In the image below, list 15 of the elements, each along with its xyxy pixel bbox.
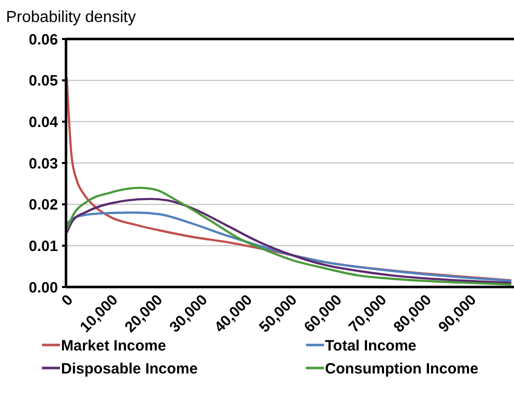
y-axis-title: Probability density bbox=[6, 9, 136, 26]
y-tick-label: 0.05 bbox=[28, 72, 58, 90]
y-tick-label: 0.03 bbox=[28, 155, 58, 172]
y-tick-label: 0.01 bbox=[28, 238, 58, 255]
line-series bbox=[66, 76, 512, 282]
legend-label: Market Income bbox=[61, 337, 166, 354]
y-tick-label: 0.02 bbox=[28, 196, 58, 214]
legend-label: Total Income bbox=[325, 337, 416, 354]
y-tick-label: 0.04 bbox=[28, 114, 59, 131]
line-series bbox=[66, 212, 512, 282]
y-tick-label: 0.00 bbox=[28, 279, 58, 296]
y-tick-label: 0.06 bbox=[28, 31, 58, 48]
x-tick-label: 0 bbox=[58, 292, 77, 310]
legend-label: Disposable Income bbox=[61, 360, 198, 378]
legend-label: Consumption Income bbox=[325, 360, 478, 378]
